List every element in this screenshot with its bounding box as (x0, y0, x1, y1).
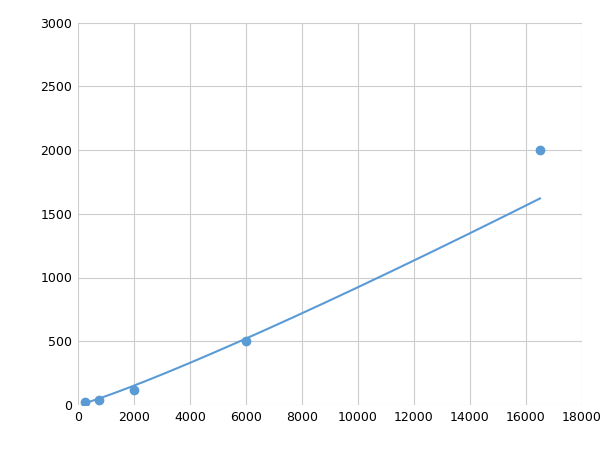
Point (129, 386, 139, 393)
Point (241, 338, 251, 345)
Point (80, 399, 90, 406)
Point (535, 146, 545, 153)
Point (94, 396, 104, 404)
